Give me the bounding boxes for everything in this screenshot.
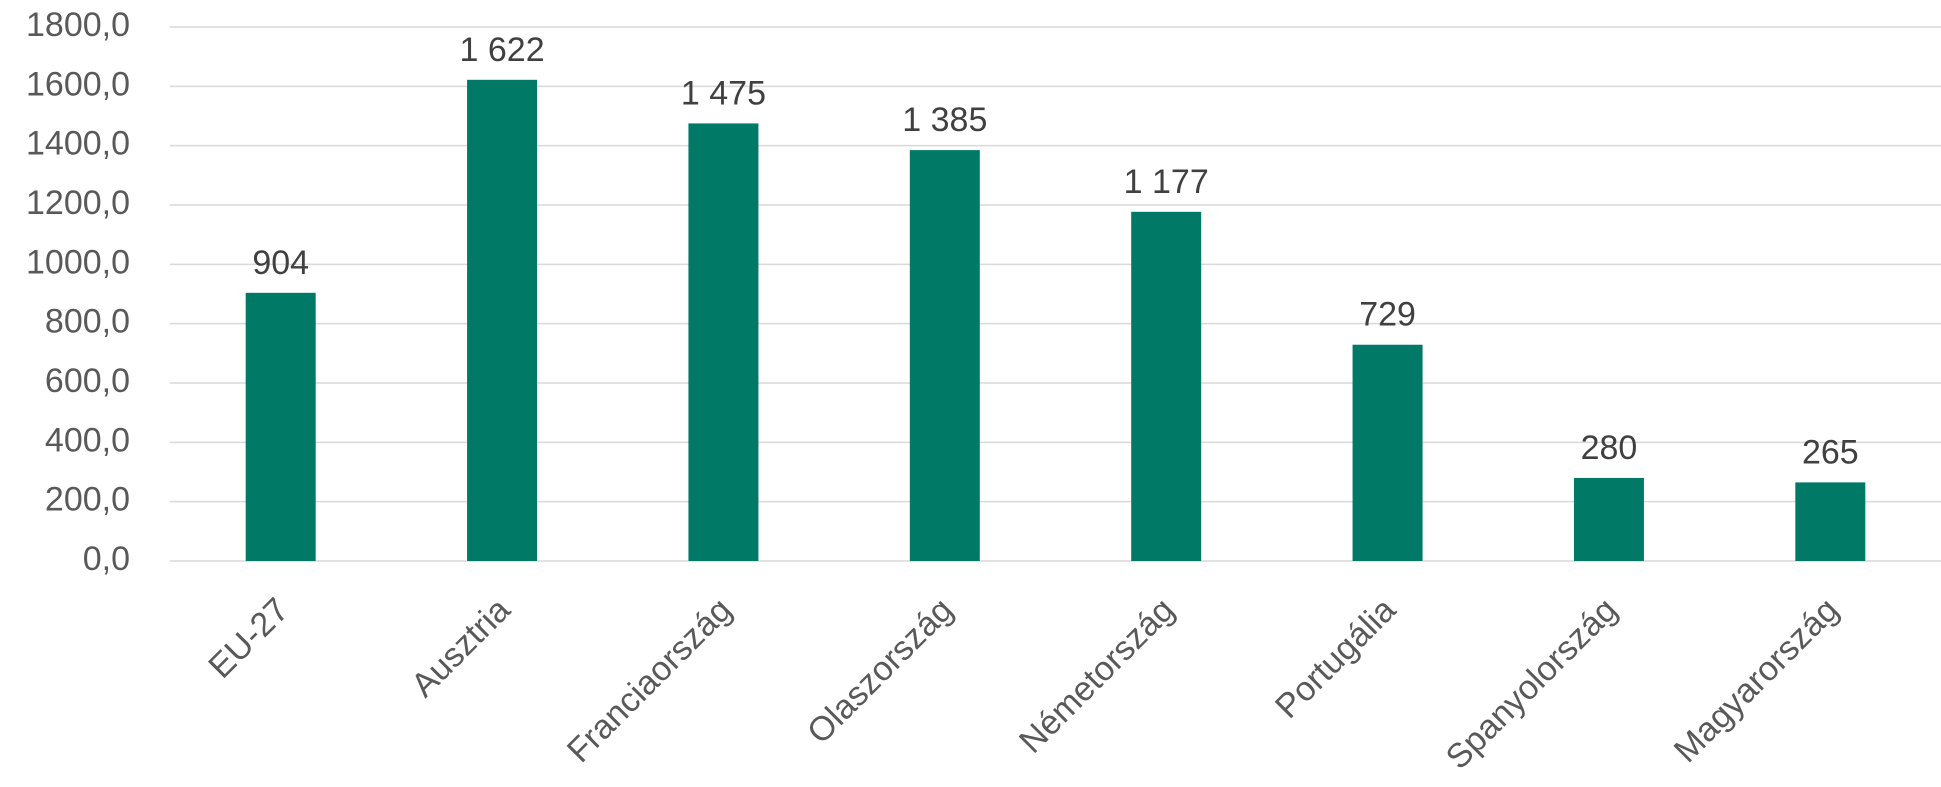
x-category-label: Németország [1012,591,1182,761]
bar [1573,477,1644,561]
data-label: 280 [1581,429,1638,467]
y-tick-label: 200,0 [45,481,130,519]
x-category-label: Portugália [1268,591,1403,726]
y-tick-label: 600,0 [45,362,130,400]
y-tick-label: 1000,0 [26,243,130,281]
y-tick-label: 1200,0 [26,184,130,222]
x-category-label: Magyarország [1667,591,1846,770]
y-tick-label: 1400,0 [26,125,130,163]
bar [245,292,316,561]
bar [1795,482,1866,561]
bar [909,150,980,561]
y-tick-label: 400,0 [45,421,130,459]
data-label: 904 [252,244,309,282]
x-category-label: Spanyolország [1439,591,1625,777]
y-tick-label: 0,0 [83,540,130,578]
x-category-label: Ausztria [404,591,518,705]
x-axis-category-labels: EU-27 Ausztria Franciaország Olaszország Ném… [201,591,1846,777]
data-label: 1 385 [902,101,987,139]
bars [245,79,1866,562]
bar [1131,211,1202,561]
y-tick-label: 1800,0 [26,6,130,44]
data-label: 1 622 [460,31,545,69]
gridlines [170,26,1941,562]
x-category-label: Franciaország [560,591,739,770]
x-category-label: Olaszország [800,591,960,751]
x-category-label: EU-27 [201,591,296,686]
data-label: 1 177 [1124,163,1209,201]
bar [467,79,538,561]
data-label: 729 [1359,296,1416,334]
data-label: 1 475 [681,74,766,112]
y-tick-label: 800,0 [45,303,130,341]
data-label: 265 [1802,433,1859,471]
y-tick-label: 1600,0 [26,65,130,103]
y-axis-tick-labels: 0,0 200,0 400,0 600,0 800,0 1000,0 1200,0 1400,… [26,6,130,578]
data-labels: 904 1 622 1 475 1 385 1 177 729 280 265 [252,31,1858,472]
bar [688,123,759,562]
bar [1352,344,1423,561]
